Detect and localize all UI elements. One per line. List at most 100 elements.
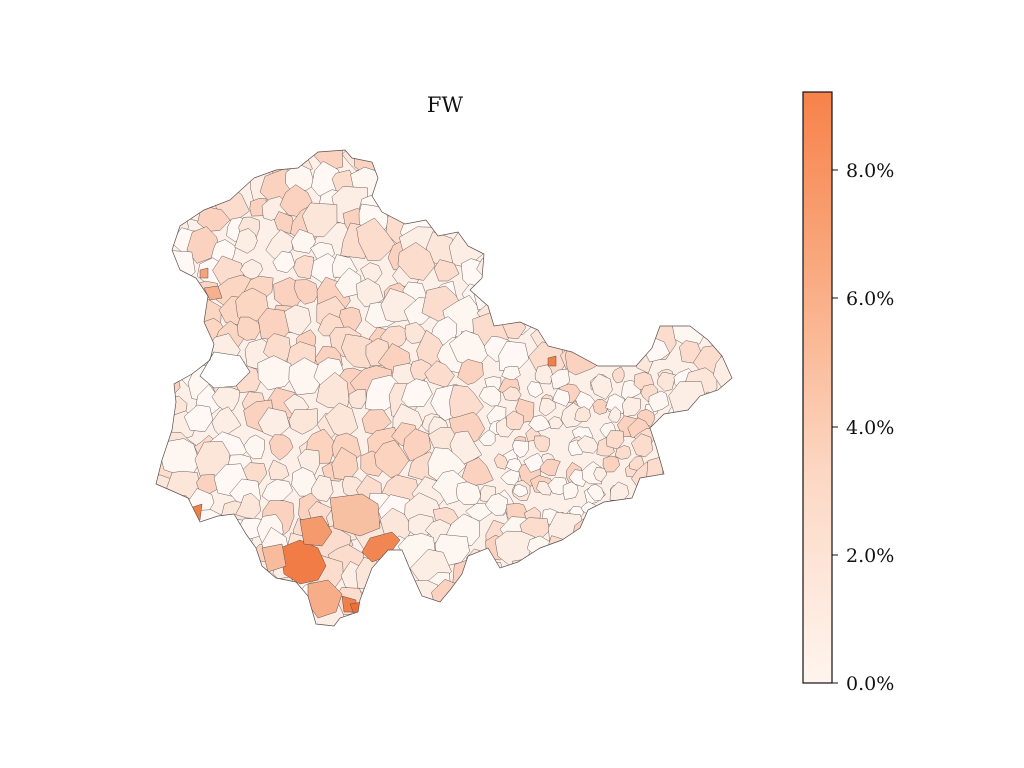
municipality-region: [502, 386, 522, 402]
municipality-region: [567, 246, 606, 288]
municipality-region: [526, 381, 544, 398]
municipality-region: [659, 425, 696, 467]
municipality-region: [597, 516, 612, 533]
municipality-region: [190, 168, 216, 190]
municipality-region: [627, 598, 666, 626]
municipality-region: [578, 535, 612, 572]
municipality-region: [269, 434, 294, 461]
municipality-region: [382, 171, 412, 197]
municipality-region: [533, 435, 551, 453]
municipality-region: [433, 259, 460, 282]
municipality-region: [617, 193, 646, 218]
municipality-region: [646, 457, 668, 480]
municipality-region: [528, 414, 552, 433]
municipality-region: [576, 578, 611, 609]
municipality-region: [547, 535, 580, 567]
municipality-region: [548, 416, 564, 430]
municipality-region: [197, 207, 231, 232]
municipality-region: [386, 187, 409, 211]
municipality-region-high: [329, 493, 381, 537]
municipality-region: [644, 205, 675, 237]
municipality-region: [663, 247, 699, 283]
municipality-region: [576, 605, 608, 626]
municipality-region: [692, 150, 722, 177]
municipality-region: [574, 406, 591, 422]
municipality-region: [550, 280, 585, 312]
municipality-region: [539, 458, 561, 477]
municipality-region: [729, 464, 732, 505]
municipality-region: [647, 487, 668, 507]
municipality-region: [433, 204, 461, 232]
municipality-region: [611, 366, 625, 384]
municipality-region: [156, 613, 169, 626]
municipality-region: [623, 238, 651, 266]
municipality-region: [421, 159, 457, 186]
colorbar-tick-label: 2.0%: [846, 545, 894, 567]
municipality-region: [360, 262, 383, 284]
municipality-region: [605, 393, 626, 414]
municipality-region: [724, 540, 732, 572]
municipality-region: [724, 521, 732, 550]
municipality-region: [257, 355, 292, 391]
municipality-region: [622, 396, 641, 418]
municipality-region: [533, 150, 564, 173]
municipality-region: [600, 578, 628, 607]
municipality-region: [697, 228, 732, 268]
municipality-region: [599, 308, 638, 346]
municipality-region: [453, 186, 482, 217]
municipality-region: [659, 419, 676, 436]
municipality-region: [502, 602, 528, 626]
municipality-region: [478, 429, 496, 446]
municipality-region: [607, 186, 641, 225]
municipality-region: [156, 374, 173, 416]
colorbar-ticks: 0.0% 2.0% 4.0% 6.0% 8.0%: [832, 160, 894, 695]
municipality-region: [714, 150, 732, 186]
municipality-region: [730, 297, 732, 328]
municipality-region: [701, 586, 732, 622]
municipality-region: [658, 601, 699, 626]
municipality-region: [156, 537, 179, 565]
municipality-region: [156, 194, 185, 228]
municipality-region: [630, 506, 647, 522]
municipality-region: [723, 583, 732, 610]
municipality-region: [474, 608, 501, 626]
municipality-region: [243, 434, 265, 460]
municipality-region: [552, 388, 571, 407]
municipality-region: [597, 201, 637, 244]
municipality-region: [236, 603, 262, 626]
municipality-region: [669, 489, 691, 510]
municipality-region: [671, 529, 707, 567]
municipality-region: [218, 604, 242, 626]
municipality-region-high: [189, 503, 203, 523]
municipality-region: [534, 364, 554, 385]
map-title: FW: [427, 93, 464, 117]
municipality-region: [521, 233, 556, 269]
municipality-region: [451, 604, 478, 626]
municipality-region: [156, 150, 164, 180]
municipality-region: [156, 584, 187, 624]
municipality-region-high: [199, 267, 209, 279]
municipality-region: [542, 206, 574, 242]
municipality-region: [650, 166, 690, 200]
municipality-region: [700, 461, 732, 489]
municipality-region-high: [261, 543, 287, 573]
municipality-region: [485, 578, 515, 606]
municipality-region: [653, 541, 682, 566]
municipality-region: [156, 289, 170, 321]
municipality-region: [209, 158, 246, 194]
municipality-region: [198, 588, 224, 619]
municipality-region: [456, 150, 481, 163]
municipality-region: [570, 162, 594, 188]
municipality-region: [237, 316, 261, 341]
municipality-region: [158, 272, 195, 309]
municipality-region: [631, 433, 653, 458]
municipality-region: [636, 477, 658, 502]
municipality-region: [621, 525, 644, 549]
municipality-region: [156, 557, 167, 591]
municipality-region: [168, 512, 202, 542]
municipality-region: [586, 484, 605, 502]
municipality-region: [556, 313, 597, 359]
municipality-region: [649, 150, 681, 175]
municipality-region: [621, 297, 652, 327]
municipality-region: [698, 609, 719, 626]
